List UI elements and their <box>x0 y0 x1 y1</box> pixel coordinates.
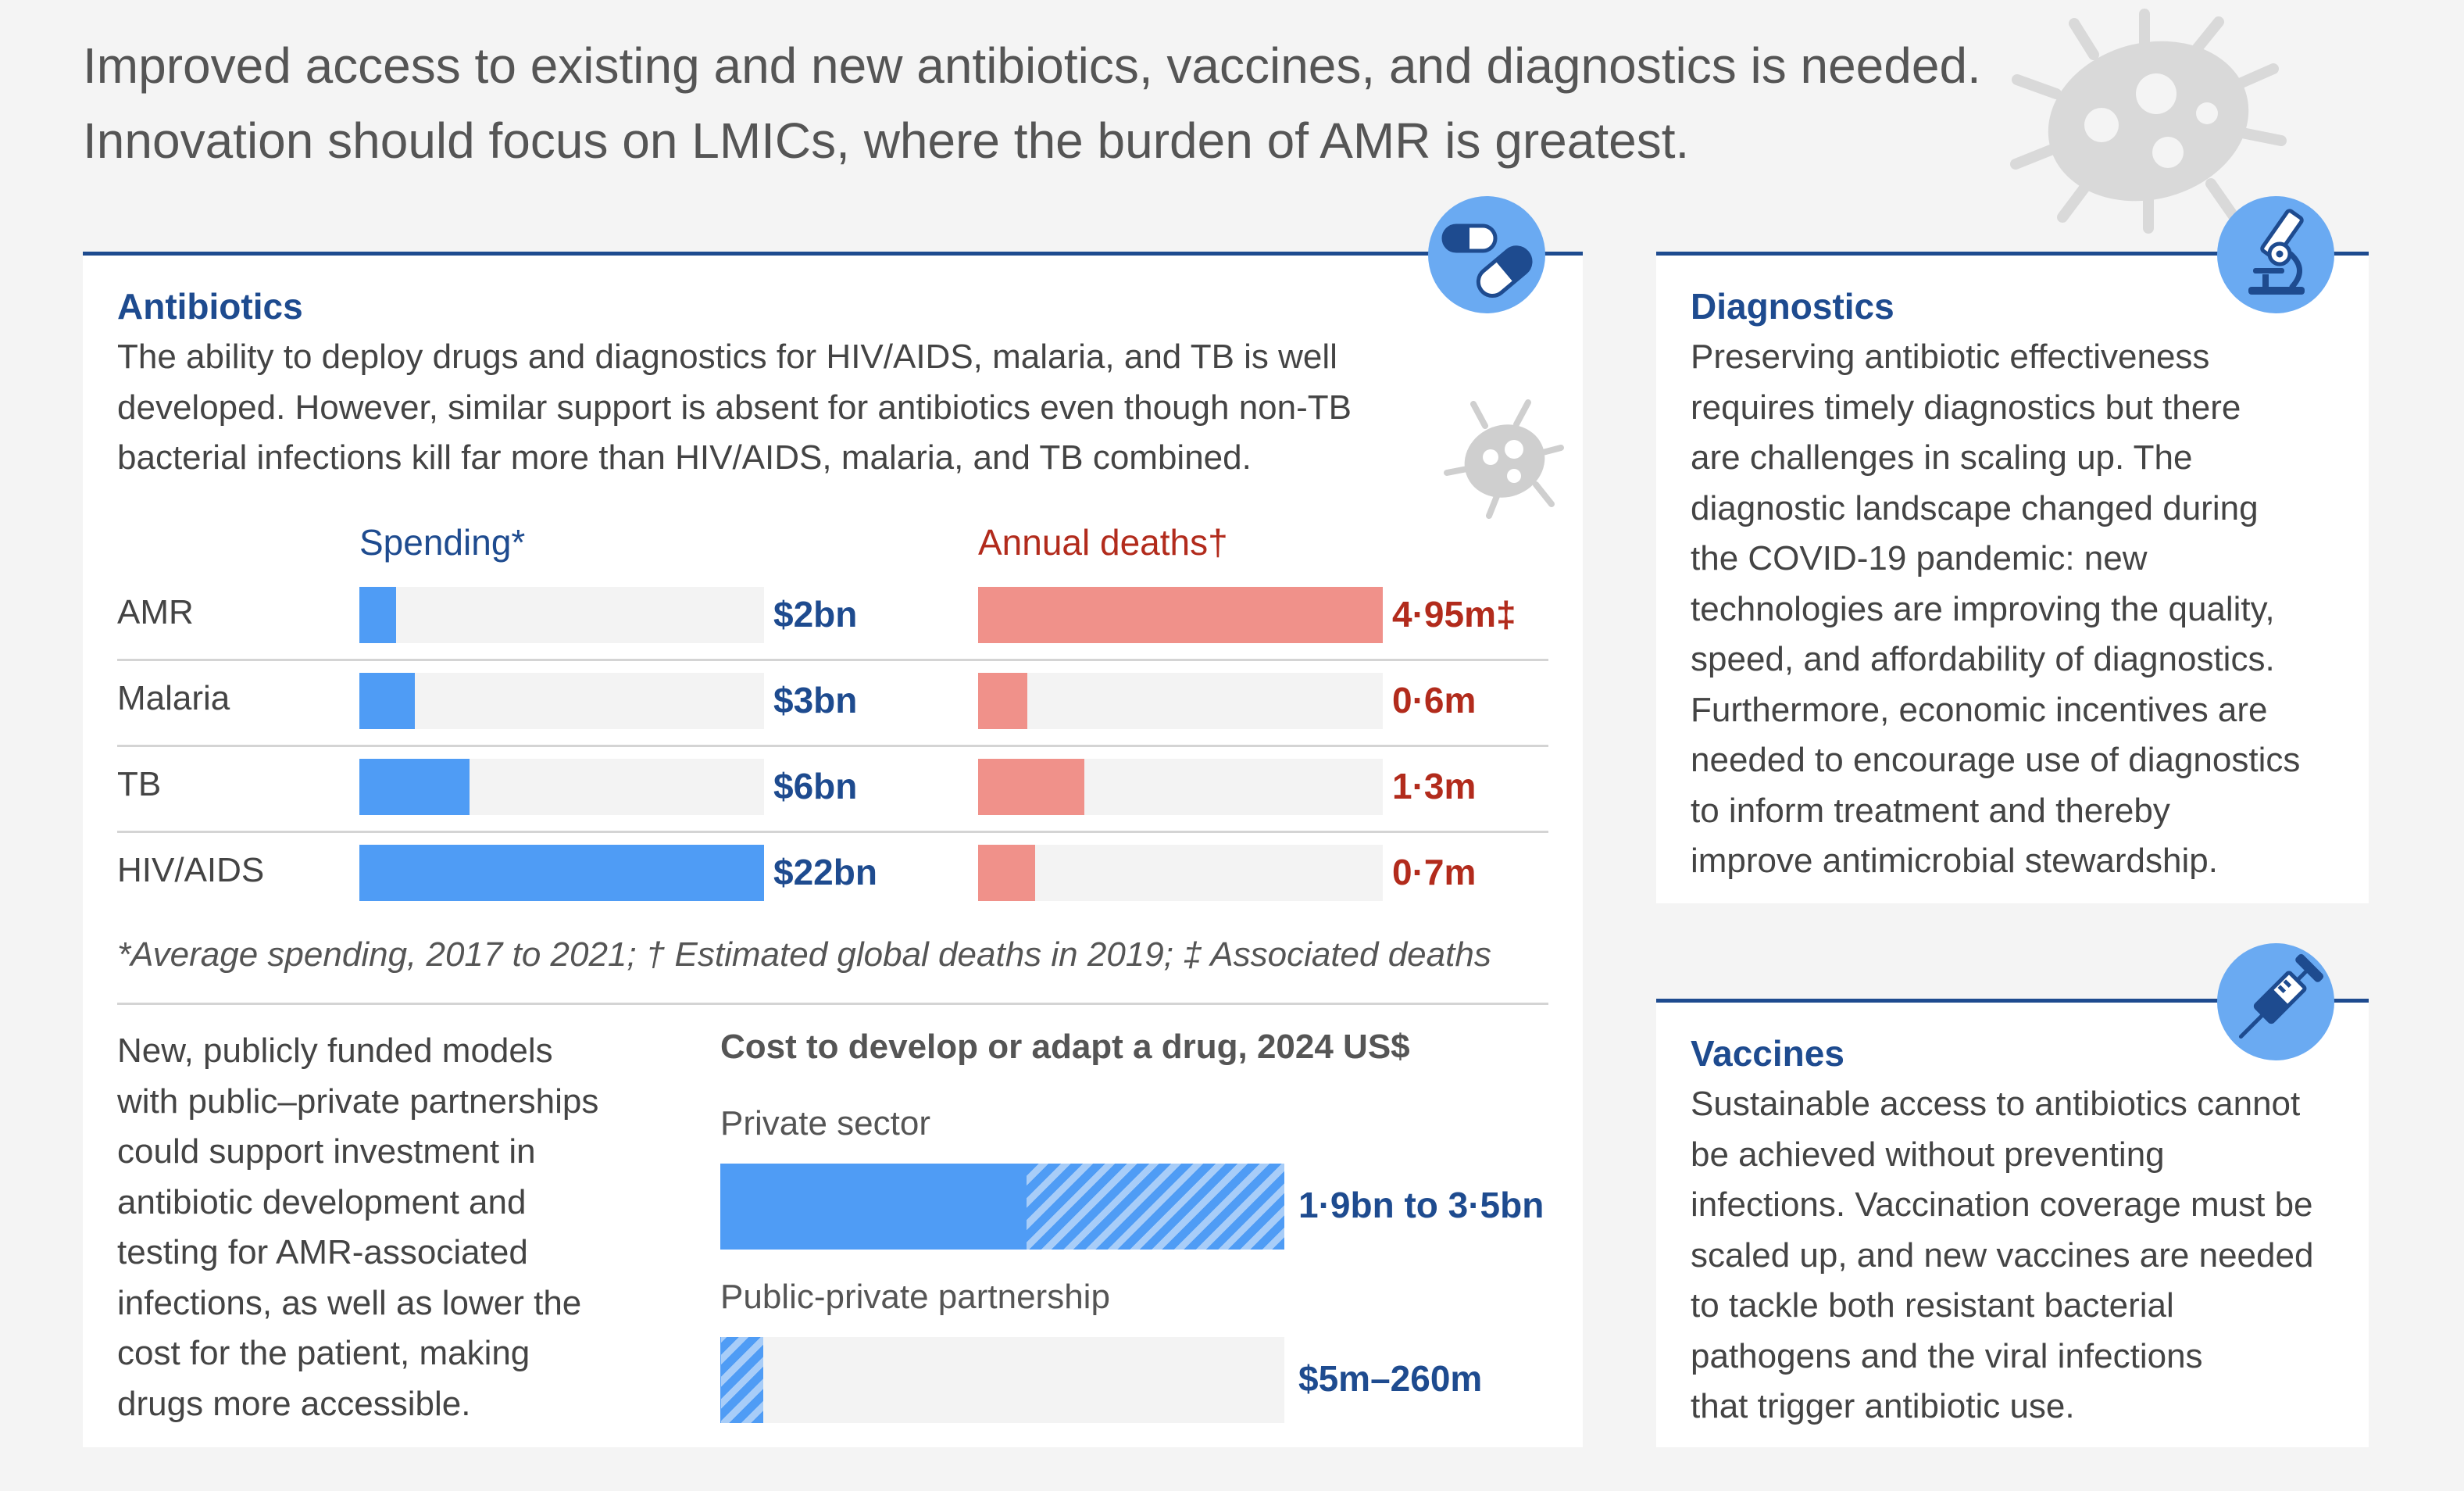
cost-chart-title: Cost to develop or adapt a drug, 2024 US… <box>720 1028 1410 1066</box>
vaccines-line: pathogens and the viral infections <box>1691 1336 2203 1375</box>
vaccines-line: Sustainable access to antibiotics cannot <box>1691 1085 2301 1123</box>
models-line: could support investment in <box>117 1132 536 1171</box>
cost-value-ppp: $5m–260m <box>1298 1358 1483 1399</box>
row-divider <box>117 659 1548 661</box>
spending-bar-amr <box>359 587 397 643</box>
antibiotics-badge <box>1428 196 1545 313</box>
row-label-tb: TB <box>117 765 162 803</box>
deaths-track-tb <box>978 759 1383 815</box>
diagnostics-line: technologies are improving the quality, <box>1691 589 2275 628</box>
diagnostics-line: diagnostic landscape changed during <box>1691 488 2259 527</box>
cost-bar-ppp-low <box>720 1337 722 1423</box>
intro-line: The ability to deploy drugs and diagnost… <box>117 338 1337 376</box>
syringe-icon <box>2238 953 2324 1039</box>
diagnostics-line: the COVID-19 pandemic: new <box>1691 539 2148 577</box>
spending-header: Spending* <box>359 522 526 563</box>
models-line: with public–private partnerships <box>117 1082 599 1121</box>
microscope-icon <box>2248 209 2305 295</box>
deaths-value-malaria: 0·6m <box>1392 680 1477 720</box>
cost-bar-ppp-range <box>721 1337 764 1423</box>
vaccines-badge <box>2217 943 2334 1060</box>
spending-value-amr: $2bn <box>773 594 858 635</box>
intro-line: developed. However, similar support is a… <box>117 388 1352 427</box>
spending-track-amr <box>359 587 764 643</box>
cost-bar-private-low <box>720 1164 1027 1250</box>
models-line: antibiotic development and <box>117 1182 527 1221</box>
section-divider <box>117 1003 1548 1005</box>
diagnostics-badge <box>2217 196 2334 313</box>
spending-value-malaria: $3bn <box>773 680 858 720</box>
deaths-value-amr: 4·95m‡ <box>1392 594 1516 635</box>
row-label-malaria: Malaria <box>117 679 230 717</box>
vaccines-card: Vaccines Sustainable access to antibioti… <box>1656 943 2369 1447</box>
spending-track-hiv-aids <box>359 845 764 901</box>
diagnostics-line: needed to encourage use of diagnostics <box>1691 741 2301 779</box>
chart-footnote: *Average spending, 2017 to 2021; † Estim… <box>117 935 1491 974</box>
vaccines-line: be achieved without preventing <box>1691 1135 2165 1174</box>
bacteria-icon <box>2010 9 2287 234</box>
vaccines-line: to tackle both resistant bacterial <box>1691 1286 2174 1325</box>
deaths-track-hiv-aids <box>978 845 1383 901</box>
vaccines-line: that trigger antibiotic use. <box>1691 1387 2075 1425</box>
antibiotics-intro: The ability to deploy drugs and diagnost… <box>117 332 1352 484</box>
deaths-header: Annual deaths† <box>978 522 1228 563</box>
row-divider <box>117 831 1548 833</box>
diagnostics-line: are challenges in scaling up. The <box>1691 438 2193 477</box>
diagnostics-line: Preserving antibiotic effectiveness <box>1691 338 2210 376</box>
headline: Improved access to existing and new anti… <box>83 28 2083 178</box>
vaccines-line: scaled up, and new vaccines are needed <box>1691 1235 2314 1275</box>
cost-track-private <box>720 1164 1284 1250</box>
diagnostics-line: speed, and affordability of diagnostics. <box>1691 640 2275 678</box>
models-text: New, publicly funded models with public–… <box>117 1026 598 1429</box>
diagnostics-text: Preserving antibiotic effectiveness requ… <box>1691 332 2300 887</box>
antibiotics-title: Antibiotics <box>117 286 303 327</box>
deaths-track-amr <box>978 587 1383 643</box>
deaths-bar-tb <box>978 759 1085 815</box>
deaths-value-hiv-aids: 0·7m <box>1392 852 1477 892</box>
spending-value-hiv-aids: $22bn <box>773 852 877 892</box>
models-line: infections, as well as lower the <box>117 1283 582 1322</box>
antibiotics-card: Antibiotics The ability to deploy drugs … <box>83 196 1583 1447</box>
models-line: testing for AMR-associated <box>117 1233 528 1271</box>
spending-bar-hiv-aids <box>359 845 764 901</box>
spending-bar-malaria <box>359 673 415 729</box>
spending-value-tb: $6bn <box>773 766 858 806</box>
spending-track-tb <box>359 759 764 815</box>
vaccines-text: Sustainable access to antibiotics cannot… <box>1691 1079 2313 1432</box>
models-line: New, publicly funded models <box>117 1032 553 1070</box>
pills-icon <box>1441 223 1533 299</box>
row-divider <box>117 745 1548 747</box>
cost-bar-private-range <box>1026 1164 1284 1250</box>
bacteria-icon <box>1444 399 1564 519</box>
vaccines-title: Vaccines <box>1691 1033 1844 1074</box>
diagnostics-line: improve antimicrobial stewardship. <box>1691 842 2218 880</box>
headline-line-2: Innovation should focus on LMICs, where … <box>83 113 1690 169</box>
deaths-bar-malaria <box>978 673 1027 729</box>
intro-line: bacterial infections kill far more than … <box>117 438 1252 477</box>
row-label-amr: AMR <box>117 593 194 631</box>
spending-track-malaria <box>359 673 764 729</box>
diagnostics-card: Diagnostics Preserving antibiotic effect… <box>1656 196 2369 903</box>
diagnostics-line: Furthermore, economic incentives are <box>1691 690 2268 729</box>
row-label-hiv-aids: HIV/AIDS <box>117 851 265 889</box>
cost-category-label: Private sector <box>720 1104 930 1142</box>
diagnostics-line: to inform treatment and thereby <box>1691 791 2170 830</box>
cost-category-label: Public-private partnership <box>720 1278 1110 1316</box>
vaccines-line: infections. Vaccination coverage must be <box>1691 1185 2313 1224</box>
cost-value-private: 1·9bn to 3·5bn <box>1298 1185 1544 1225</box>
spending-bar-tb <box>359 759 470 815</box>
diagnostics-title: Diagnostics <box>1691 286 1894 327</box>
models-line: cost for the patient, making <box>117 1334 530 1372</box>
models-line: drugs more accessible. <box>117 1384 471 1423</box>
deaths-track-malaria <box>978 673 1383 729</box>
deaths-bar-hiv-aids <box>978 845 1036 901</box>
headline-line-1: Improved access to existing and new anti… <box>83 38 1981 94</box>
deaths-value-tb: 1·3m <box>1392 766 1477 806</box>
cost-track-ppp <box>720 1337 1284 1423</box>
deaths-bar-amr <box>978 587 1383 643</box>
diagnostics-line: requires timely diagnostics but there <box>1691 388 2241 427</box>
